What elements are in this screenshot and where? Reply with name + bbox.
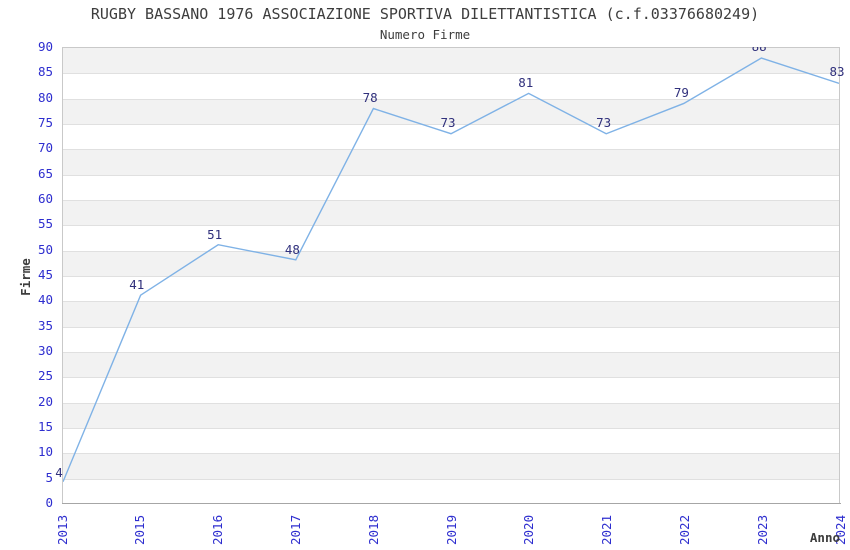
- y-tick-label: 15: [37, 418, 53, 434]
- grid-band: [63, 377, 839, 403]
- x-axis-title: Anno: [809, 530, 840, 545]
- y-tick-label: 30: [37, 342, 53, 358]
- y-tick-label: 5: [45, 469, 53, 485]
- y-tick-label: 20: [37, 393, 53, 409]
- y-tick-label: 0: [45, 494, 53, 510]
- x-tick-label: 2019: [443, 514, 459, 545]
- y-tick-label: 45: [37, 266, 53, 282]
- grid-band: [63, 225, 839, 251]
- grid-band: [63, 402, 839, 428]
- grid-band: [63, 149, 839, 175]
- x-tick-label: 2021: [599, 514, 615, 545]
- y-tick-label: 55: [37, 216, 53, 232]
- grid-band: [63, 124, 839, 150]
- grid-band: [63, 301, 839, 327]
- y-tick-label: 65: [37, 165, 53, 181]
- x-tick-label: 2020: [521, 514, 537, 545]
- x-axis-line: [62, 503, 841, 504]
- x-tick-label: 2013: [54, 514, 70, 545]
- y-tick-label: 50: [37, 241, 53, 257]
- grid-band: [63, 200, 839, 226]
- y-tick-label: 40: [37, 292, 53, 308]
- y-tick-label: 60: [37, 190, 53, 206]
- grid-band: [63, 326, 839, 352]
- x-tick-label: 2017: [287, 514, 303, 545]
- grid-band: [63, 478, 839, 504]
- grid-band: [63, 250, 839, 276]
- y-tick-label: 35: [37, 317, 53, 333]
- x-tick-label: 2022: [676, 514, 692, 545]
- y-tick-label: 75: [37, 114, 53, 130]
- grid-band: [63, 453, 839, 479]
- plot-area: [62, 47, 840, 504]
- grid-band: [63, 428, 839, 454]
- y-tick-label: 70: [37, 140, 53, 156]
- grid-band: [63, 48, 839, 74]
- chart-subtitle: Numero Firme: [379, 27, 471, 42]
- x-tick-label: 2015: [132, 514, 148, 545]
- y-axis-title: Firme: [18, 258, 33, 296]
- x-tick-label: 2018: [365, 514, 381, 545]
- grid-band: [63, 352, 839, 378]
- y-tick-label: 10: [37, 444, 53, 460]
- grid-band: [63, 98, 839, 124]
- y-tick-label: 25: [37, 368, 53, 384]
- line-series-svg: [63, 48, 839, 502]
- y-tick-label: 85: [37, 64, 53, 80]
- x-tick-label: 2016: [210, 514, 226, 545]
- y-tick-label: 90: [37, 38, 53, 54]
- grid-band: [63, 174, 839, 200]
- grid-band: [63, 276, 839, 302]
- grid-band: [63, 73, 839, 99]
- y-tick-label: 80: [37, 89, 53, 105]
- chart-title: RUGBY BASSANO 1976 ASSOCIAZIONE SPORTIVA…: [90, 5, 760, 23]
- series-line: [63, 58, 839, 482]
- x-tick-label: 2023: [754, 514, 770, 545]
